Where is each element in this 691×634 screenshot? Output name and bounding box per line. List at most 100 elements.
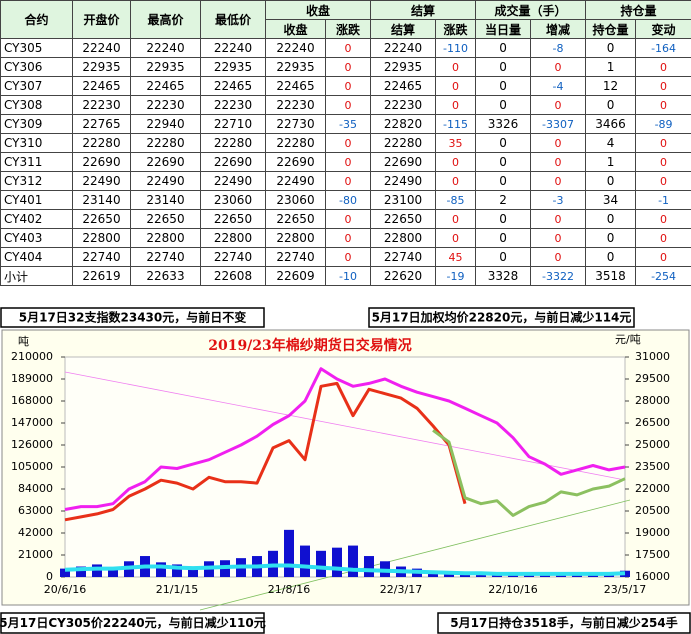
bar	[284, 529, 294, 577]
cell: 22800	[130, 228, 201, 248]
cell: 结算	[370, 19, 437, 39]
y-tick-label: 63000	[18, 504, 53, 517]
bar	[364, 556, 374, 577]
y-tick-label: 189000	[11, 372, 53, 385]
y-tick-label: 210000	[11, 350, 53, 363]
bar	[92, 564, 102, 577]
cell: 23060	[200, 190, 266, 210]
annotation: 5月17日32支指数23430元，与前日不变	[19, 310, 247, 325]
bar	[108, 567, 118, 577]
cell: 22230	[72, 95, 131, 115]
y-tick-label: 0	[46, 570, 53, 583]
cell: 持仓量	[585, 0, 691, 20]
table-row: CY311 22690 22690 22690 22690 0 22690 0 0 0 1 0	[0, 152, 691, 172]
cell: 22650	[72, 209, 131, 229]
bar	[348, 545, 358, 577]
cell: 22820	[370, 114, 437, 134]
y2-tick-label: 26500	[635, 416, 670, 429]
cell: 合约	[0, 0, 73, 39]
line-series	[64, 563, 626, 576]
cell: 22490	[200, 171, 266, 191]
y2-tick-label: 16000	[635, 570, 670, 583]
y-tick-label: 147000	[11, 416, 53, 429]
y-tick-label: 168000	[11, 394, 53, 407]
cell: -35	[324, 114, 372, 134]
cell: CY305	[0, 38, 73, 58]
y2-tick-label: 23500	[635, 460, 670, 473]
cell: 22730	[265, 114, 326, 134]
y2-tick-label: 28000	[635, 394, 670, 407]
cell: 涨跌	[435, 19, 477, 39]
cell: 35	[435, 133, 477, 153]
cell: -110	[435, 38, 477, 58]
table-row: 小计 22619 22633 22608 22609 -10 22620 -19 3328 -33…	[0, 266, 691, 286]
cell: 22465	[370, 76, 437, 96]
line-series	[432, 429, 626, 517]
cell: -164	[635, 38, 691, 58]
cell: 22740	[200, 247, 266, 267]
y2-tick-label: 17500	[635, 548, 670, 561]
trend-line	[199, 499, 631, 611]
cell: 12	[585, 76, 637, 96]
cell: 23140	[130, 190, 201, 210]
y2-tick-label: 29500	[635, 372, 670, 385]
bar	[60, 568, 70, 577]
bar	[188, 566, 198, 577]
cell: 22608	[200, 266, 266, 286]
x-tick-label: 22/3/17	[380, 583, 422, 596]
cell: -10	[324, 266, 372, 286]
cell: CY309	[0, 114, 73, 134]
line-series	[64, 381, 467, 522]
cell: 22650	[130, 209, 201, 229]
bar	[156, 562, 166, 577]
cell: 22280	[130, 133, 201, 153]
cell: 22800	[370, 228, 437, 248]
quote-table: 合约 开盘价 最高价 最低价 收盘 结算 成交量（手） 持仓量 收盘 涨跌 结算 涨跌 当日量 增减 持仓量…	[0, 0, 691, 286]
cell: 22620	[370, 266, 437, 286]
cell: CY310	[0, 133, 73, 153]
x-tick-label: 21/1/15	[156, 583, 198, 596]
cell: 22465	[265, 76, 326, 96]
cell: -85	[435, 190, 477, 210]
cell: 22490	[72, 171, 131, 191]
cell: 22465	[200, 76, 266, 96]
plot-area	[64, 356, 626, 578]
cell: -254	[635, 266, 691, 286]
table-row: CY308 22230 22230 22230 22230 0 22230 0 0 0 0 0	[0, 95, 691, 115]
y-axis-label: 吨	[18, 335, 29, 348]
y-tick-label: 84000	[18, 482, 53, 495]
cell: 22240	[370, 38, 437, 58]
cell: -19	[435, 266, 477, 286]
cell: 3466	[585, 114, 637, 134]
table-row: CY309 22765 22940 22710 22730 -35 22820 -115 332…	[0, 114, 691, 134]
table-row: 合约 开盘价 最高价 最低价 收盘 结算 成交量（手） 持仓量	[0, 0, 691, 39]
cell: 成交量（手）	[475, 0, 587, 20]
cell: 22230	[265, 95, 326, 115]
y2-tick-label: 19000	[635, 526, 670, 539]
cell: 收盘	[264, 0, 372, 20]
annotation-box	[437, 612, 691, 634]
cell: 22633	[130, 266, 201, 286]
y-tick-label: 42000	[18, 526, 53, 539]
cell: 22650	[200, 209, 266, 229]
cell: CY307	[0, 76, 73, 96]
y2-tick-label: 25000	[635, 438, 670, 451]
cell: 22465	[72, 76, 131, 96]
trend-line	[64, 371, 626, 481]
cell: 22690	[200, 152, 266, 172]
cell: 0	[324, 133, 372, 153]
cell: 当日量	[475, 19, 532, 39]
cell: 3328	[475, 266, 532, 286]
cell: 22280	[370, 133, 437, 153]
bar	[172, 564, 182, 577]
line-series	[64, 367, 626, 511]
cell: 22690	[72, 152, 131, 172]
cell: 22800	[265, 228, 326, 248]
y-tick-label: 21000	[18, 548, 53, 561]
bar	[332, 547, 342, 577]
x-tick-label: 21/8/16	[268, 583, 310, 596]
cell: 0	[324, 76, 372, 96]
table-row: CY401 23140 23140 23060 23060 -80 23100 -85 2 -3 3…	[0, 190, 691, 210]
annotation-box	[0, 612, 265, 634]
